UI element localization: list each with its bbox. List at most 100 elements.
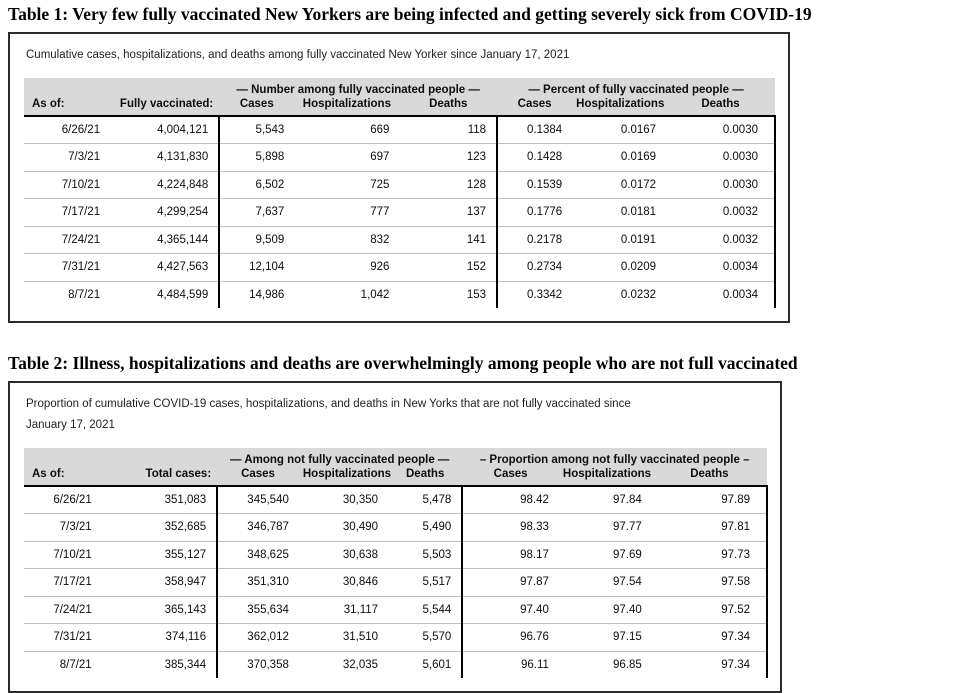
table-cell: 98.17 <box>461 541 559 570</box>
table1-group-number-label: — Number among fully vaccinated people — <box>219 77 498 96</box>
table2-col-proportion-cases: Cases <box>462 465 559 487</box>
table-cell: 355,634 <box>216 596 299 625</box>
table-cell: 348,625 <box>216 541 299 570</box>
table-cell: 8/7/21 <box>68 288 101 301</box>
table2-body: 6/26/21 351,083 345,540 30,350 5,478 98.42 97.… <box>24 485 769 679</box>
table-cell: 97.34 <box>651 651 769 679</box>
table-row: 7/31/21 374,116 362,012 31,510 5,570 96.76 97.… <box>24 623 769 652</box>
table-cell: 374,116 <box>105 623 218 652</box>
table-cell: 0.0032 <box>666 226 776 255</box>
table-cell: 30,846 <box>298 568 389 597</box>
table-cell: 365,143 <box>105 596 218 625</box>
table-cell: 97.84 <box>558 485 652 515</box>
table2-subtitle: Proportion of cumulative COVID-19 cases,… <box>26 394 768 435</box>
table-cell: 358,947 <box>105 568 218 597</box>
table-cell: 0.0232 <box>620 288 657 301</box>
table2-group-proportion-label: – Proportion among not fully vaccinated … <box>462 447 767 466</box>
table-cell: 6/26/21 <box>24 485 106 515</box>
table-row: 8/7/21 4,484,599 14,986 1,042 153 0.3342 0.023… <box>24 281 776 309</box>
table-cell: 32,035 <box>342 658 379 671</box>
table-cell: 697 <box>294 143 400 172</box>
table1-container: Cumulative cases, hospitalizations, and … <box>8 32 790 324</box>
table2-group-spacer <box>24 447 218 466</box>
table-cell: 97.15 <box>558 623 652 652</box>
table-cell: 0.0181 <box>572 198 667 227</box>
table-cell: 0.2734 <box>496 253 573 282</box>
table-cell: 5,478 <box>388 485 463 515</box>
table-cell: 832 <box>294 226 400 255</box>
table-cell: 14,986 <box>218 281 295 309</box>
table-cell: 30,490 <box>298 513 389 542</box>
table-cell: 128 <box>399 171 498 200</box>
table-cell: 97.81 <box>651 513 769 542</box>
table-row: 7/17/21 358,947 351,310 30,846 5,517 97.87 97.… <box>24 568 769 597</box>
table-cell: 0.1776 <box>496 198 573 227</box>
table-cell: 7,637 <box>218 198 295 227</box>
table-row: 7/24/21 365,143 355,634 31,117 5,544 97.40 97.… <box>24 596 769 625</box>
table-cell: 351,310 <box>216 568 299 597</box>
table1-group-header-row: — Number among fully vaccinated people —… <box>24 77 775 96</box>
table-cell: 97.69 <box>558 541 652 570</box>
table2-column-header-row: As of: Total cases: Cases Hospitalizatio… <box>24 465 767 487</box>
table-row: 7/10/21 355,127 348,625 30,638 5,503 98.17 97.… <box>24 541 769 570</box>
table-cell: 97.58 <box>651 568 769 597</box>
table-cell: 7/17/21 <box>24 568 106 597</box>
table2-col-total-cases: Total cases: <box>105 465 218 487</box>
table-cell: 5,503 <box>388 541 463 570</box>
table1-col-fully-vaccinated: Fully vaccinated: <box>114 95 220 117</box>
table-cell: 97.40 <box>558 596 652 625</box>
table2-title: Table 2: Illness, hospitalizations and d… <box>8 353 798 374</box>
table-cell: 5,601 <box>422 658 452 671</box>
table-row: 7/3/21 4,131,830 5,898 697 123 0.1428 0.0169 0.… <box>24 143 776 172</box>
table-cell: 370,358 <box>216 651 299 679</box>
table-cell: 9,509 <box>218 226 295 255</box>
table-cell: 0.0191 <box>572 226 667 255</box>
table-cell: 5,490 <box>388 513 463 542</box>
table-cell: 5,544 <box>388 596 463 625</box>
table-cell: 98.33 <box>461 513 559 542</box>
table-row: 6/26/21 4,004,121 5,543 669 118 0.1384 0.0167 0… <box>24 115 776 145</box>
table-row: 7/24/21 4,365,144 9,509 832 141 0.2178 0.0191 0… <box>24 226 776 255</box>
table-cell: 97.89 <box>651 485 769 515</box>
table-cell: 12,104 <box>218 253 295 282</box>
table1-col-percent-cases: Cases <box>497 95 573 117</box>
table-cell: 669 <box>294 115 400 145</box>
table-cell: 7/24/21 <box>24 226 115 255</box>
table1-title: Table 1: Very few fully vaccinated New Y… <box>8 4 812 24</box>
table-cell: 118 <box>399 115 498 145</box>
table1-col-as-of: As of: <box>24 95 115 117</box>
table1-col-number-deaths: Deaths <box>399 95 498 117</box>
table-cell: 4,131,830 <box>114 143 220 172</box>
table-cell: 31,117 <box>298 596 389 625</box>
table1: — Number among fully vaccinated people —… <box>24 77 776 309</box>
table-cell: 5,517 <box>388 568 463 597</box>
table-cell: 137 <box>399 198 498 227</box>
table-cell: 0.1384 <box>496 115 573 145</box>
table-cell: 777 <box>294 198 400 227</box>
table-cell: 1,042 <box>360 288 390 301</box>
table-cell: 0.0169 <box>572 143 667 172</box>
table-cell: 926 <box>294 253 400 282</box>
table2-container: Proportion of cumulative COVID-19 cases,… <box>8 381 782 693</box>
table-cell: 362,012 <box>216 623 299 652</box>
table-row: 7/10/21 4,224,848 6,502 725 128 0.1539 0.0172 0… <box>24 171 776 200</box>
table2: — Among not fully vaccinated people — – … <box>24 447 769 679</box>
table-cell: 352,685 <box>105 513 218 542</box>
table2-col-among-cases: Cases <box>217 465 299 487</box>
table-cell: 0.0030 <box>666 143 776 172</box>
table-cell: 96.85 <box>613 658 642 671</box>
table-cell: 0.2178 <box>496 226 573 255</box>
table-cell: 7/17/21 <box>24 198 115 227</box>
table1-subtitle: Cumulative cases, hospitalizations, and … <box>26 49 570 61</box>
table-cell: 4,224,848 <box>114 171 220 200</box>
table-cell: 6,502 <box>218 171 295 200</box>
table-cell: 355,127 <box>105 541 218 570</box>
table1-header: — Number among fully vaccinated people —… <box>24 77 775 117</box>
table-cell: 123 <box>399 143 498 172</box>
table-cell: 5,898 <box>218 143 295 172</box>
table1-column-header-row: As of: Fully vaccinated: Cases Hospitali… <box>24 95 775 117</box>
table-cell: 7/3/21 <box>24 513 106 542</box>
table-cell: 96.11 <box>461 651 559 679</box>
table-cell: 4,299,254 <box>114 198 220 227</box>
table-cell: 7/24/21 <box>24 596 106 625</box>
